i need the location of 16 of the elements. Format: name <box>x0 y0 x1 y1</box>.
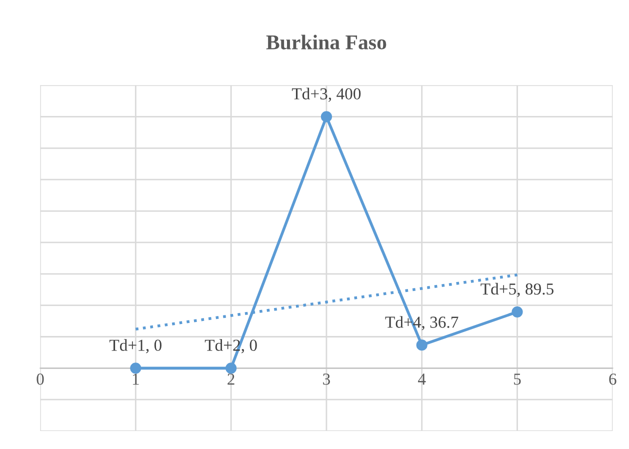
x-tick-label: 6 <box>609 374 616 385</box>
point <box>320 111 332 122</box>
x-tick-label: 3 <box>323 374 330 385</box>
point <box>130 362 142 374</box>
x-tick-label: 4 <box>418 374 426 385</box>
data-label: Td+1, 0 <box>110 339 162 354</box>
chart-title: Burkina Faso <box>266 34 386 50</box>
point <box>225 362 237 374</box>
x-tick-label: 0 <box>36 374 44 385</box>
point <box>512 306 523 318</box>
data-label: Td+3, 400 <box>292 88 361 102</box>
x-tick-label: 1 <box>132 374 139 385</box>
data-label: Td+5, 89.5 <box>480 282 554 298</box>
point <box>416 340 428 351</box>
x-tick-label: 2 <box>228 374 234 385</box>
x-tick-label: 5 <box>514 374 521 385</box>
